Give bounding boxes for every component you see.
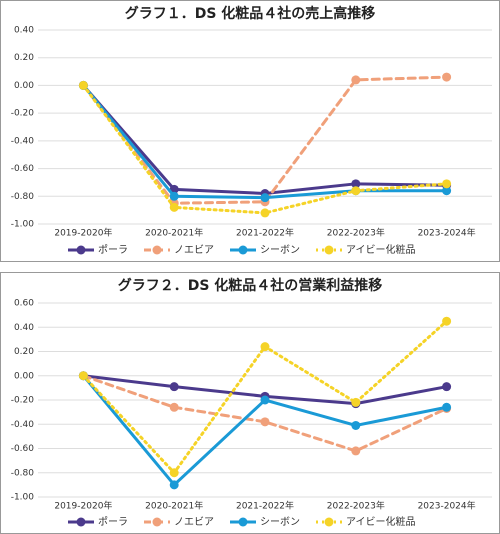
legend-marker	[152, 245, 162, 255]
data-point	[260, 208, 270, 218]
data-point	[351, 75, 361, 85]
data-point	[442, 316, 452, 326]
legend-label: アイビー化粧品	[346, 243, 416, 256]
y-tick-label: 0.20	[14, 347, 34, 357]
x-tick-label: 2021-2022年	[236, 227, 294, 239]
data-point	[169, 202, 179, 212]
y-tick-label: -1.00	[11, 220, 35, 230]
x-tick-label: 2019-2020年	[54, 500, 112, 512]
data-point	[351, 179, 361, 189]
legend-label: シーボン	[260, 516, 300, 528]
data-point	[78, 371, 88, 381]
y-tick-label: 0.60	[14, 299, 34, 309]
chart-title: グラフ１．DS 化粧品４社の売上高推移	[125, 5, 376, 22]
y-tick-label: 0.00	[14, 81, 34, 91]
y-tick-label: 0.20	[14, 53, 34, 63]
y-tick-label: -1.00	[11, 493, 35, 503]
series-line	[81, 83, 449, 200]
y-tick-label: -0.40	[11, 420, 35, 430]
data-point	[442, 382, 452, 392]
x-tick-label: 2022-2023年	[327, 500, 385, 512]
data-point	[442, 72, 452, 82]
data-point	[351, 186, 361, 196]
legend-label: ポーラ	[98, 244, 128, 256]
y-tick-label: -0.20	[11, 109, 35, 119]
y-tick-label: 0.40	[14, 323, 34, 333]
legend-marker	[76, 517, 86, 527]
legend-marker	[152, 517, 162, 527]
data-point	[169, 468, 179, 478]
data-point	[169, 480, 179, 490]
y-tick-label: -0.80	[11, 468, 35, 478]
data-point	[351, 397, 361, 407]
data-point	[260, 342, 270, 352]
x-tick-label: 2020-2021年	[145, 500, 203, 512]
data-point	[260, 193, 270, 203]
legend-label: アイビー化粧品	[346, 515, 416, 528]
y-tick-label: 0.00	[14, 371, 34, 381]
legend-label: シーボン	[260, 244, 300, 256]
y-tick-label: -0.20	[11, 396, 35, 406]
chart-frame	[0, 0, 500, 262]
legend-marker	[238, 517, 248, 527]
chart-frame	[0, 272, 500, 534]
x-tick-label: 2023-2024年	[418, 500, 476, 512]
data-point	[169, 191, 179, 201]
data-point	[351, 446, 361, 456]
y-tick-label: -0.60	[11, 444, 35, 454]
legend-marker	[238, 245, 248, 255]
data-point	[442, 186, 452, 196]
x-tick-label: 2019-2020年	[54, 227, 112, 239]
data-point	[169, 382, 179, 392]
y-tick-label: -0.40	[11, 136, 35, 146]
legend-label: ポーラ	[98, 516, 128, 528]
legend-marker	[76, 245, 86, 255]
data-point	[169, 402, 179, 412]
data-point	[442, 179, 452, 189]
x-tick-label: 2023-2024年	[418, 227, 476, 239]
data-point	[351, 420, 361, 430]
data-point	[260, 395, 270, 405]
data-point	[442, 402, 452, 412]
x-tick-label: 2021-2022年	[236, 500, 294, 512]
x-tick-label: 2022-2023年	[327, 227, 385, 239]
series-line	[81, 83, 449, 196]
x-tick-label: 2020-2021年	[145, 227, 203, 239]
y-tick-label: 0.40	[14, 26, 34, 36]
y-tick-label: -0.60	[11, 164, 35, 174]
legend-label: ノエビア	[174, 244, 214, 256]
legend-label: ノエビア	[174, 516, 214, 528]
legend-marker	[324, 245, 334, 255]
y-tick-label: -0.80	[11, 192, 35, 202]
chart-title: グラフ２．DS 化粧品４社の営業利益推移	[118, 277, 383, 294]
legend-marker	[324, 517, 334, 527]
data-point	[78, 80, 88, 90]
data-point	[260, 417, 270, 427]
